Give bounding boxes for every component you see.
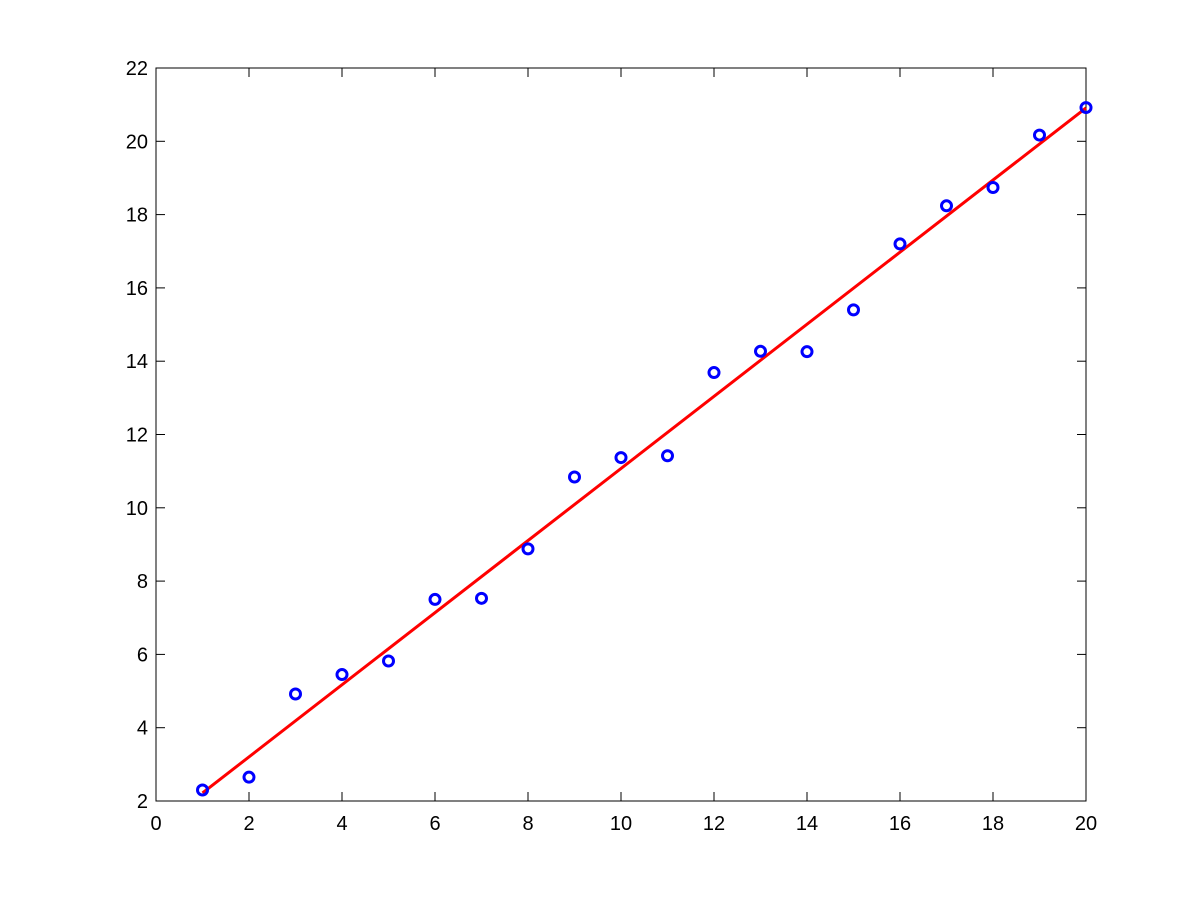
data-point bbox=[707, 366, 721, 380]
data-point bbox=[614, 451, 628, 465]
data-point bbox=[335, 668, 349, 682]
data-point bbox=[847, 303, 860, 317]
x-tick-label: 6 bbox=[429, 813, 440, 835]
x-tick-label: 20 bbox=[1075, 813, 1097, 835]
fit-line-layer bbox=[201, 106, 1087, 795]
data-point bbox=[1033, 128, 1046, 142]
data-point bbox=[754, 344, 767, 358]
data-point bbox=[940, 199, 953, 213]
data-point bbox=[986, 180, 1000, 194]
y-tick-label: 20 bbox=[126, 131, 148, 153]
x-tick-label: 14 bbox=[796, 813, 818, 835]
y-tick-label: 12 bbox=[126, 425, 148, 447]
x-tick-label: 10 bbox=[610, 813, 632, 835]
y-tick-label: 2 bbox=[137, 791, 148, 813]
data-points-layer bbox=[196, 101, 1093, 797]
data-point bbox=[1079, 101, 1093, 115]
y-axis: 2 4 6 8 10 12 14 16 18 20 22 bbox=[126, 58, 1086, 813]
axes-box bbox=[155, 67, 1087, 802]
y-tick-label: 16 bbox=[126, 278, 148, 300]
data-point bbox=[196, 783, 209, 797]
data-point bbox=[475, 591, 488, 605]
fit-line bbox=[201, 106, 1087, 795]
x-tick-label: 0 bbox=[150, 813, 161, 835]
x-tick-label: 4 bbox=[336, 813, 347, 835]
data-point bbox=[521, 542, 535, 556]
y-tick-label: 8 bbox=[137, 571, 148, 593]
data-point bbox=[289, 687, 302, 701]
data-point bbox=[242, 770, 256, 784]
x-tick-label: 8 bbox=[522, 813, 533, 835]
y-tick-label: 10 bbox=[126, 498, 148, 520]
data-point bbox=[661, 449, 674, 463]
data-point bbox=[428, 592, 442, 606]
y-tick-label: 14 bbox=[126, 351, 148, 373]
x-tick-label: 12 bbox=[703, 813, 725, 835]
y-tick-label: 4 bbox=[137, 718, 148, 740]
data-point bbox=[893, 237, 907, 251]
data-point bbox=[382, 654, 395, 668]
y-tick-label: 22 bbox=[126, 58, 148, 80]
x-tick-label: 18 bbox=[982, 813, 1004, 835]
data-point bbox=[568, 470, 581, 484]
y-tick-label: 6 bbox=[137, 644, 148, 666]
data-point bbox=[800, 345, 814, 359]
x-axis: 0 2 4 6 8 10 12 14 16 18 20 bbox=[150, 68, 1097, 835]
x-tick-label: 16 bbox=[889, 813, 911, 835]
y-tick-label: 18 bbox=[126, 205, 148, 227]
x-tick-label: 2 bbox=[243, 813, 254, 835]
